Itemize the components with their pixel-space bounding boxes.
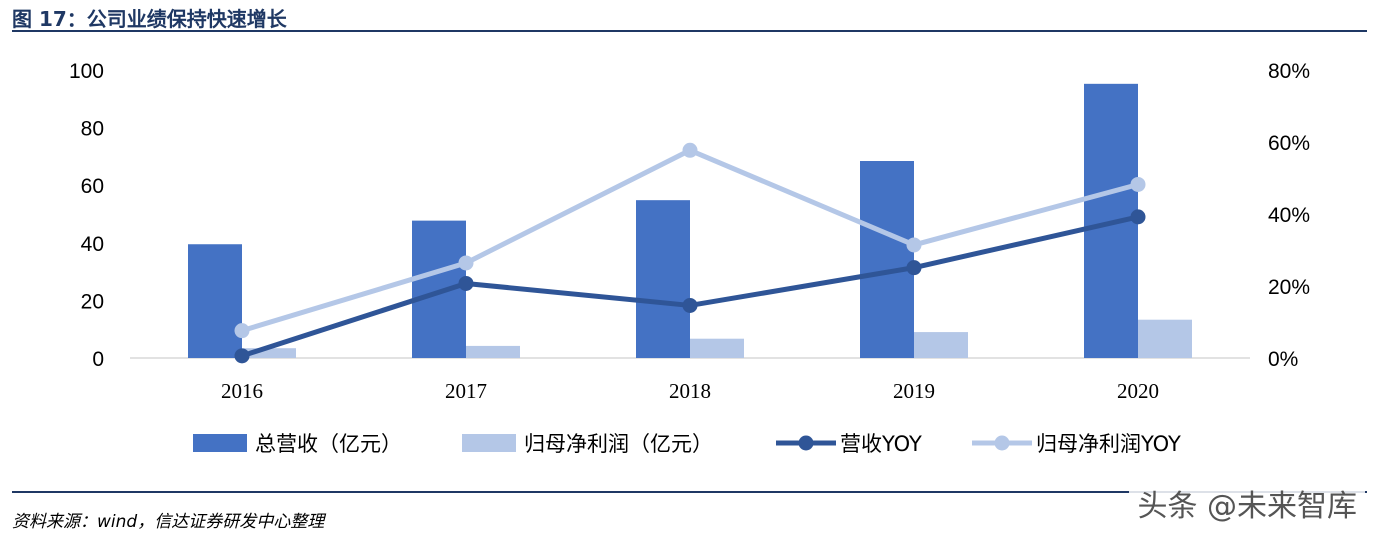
legend: 总营收（亿元） 归母净利润（亿元） 营收YOY 归母净利润YOY: [193, 432, 1181, 456]
line-revenue-yoy-point: [682, 297, 698, 313]
bar-net-profit: [242, 348, 296, 358]
x-category-label: 2019: [893, 379, 935, 403]
bar-revenue: [188, 244, 242, 358]
bar-net-profit: [466, 345, 520, 358]
lines-layer: [234, 142, 1146, 364]
bar-net-profit: [914, 332, 968, 358]
legend-revenue-yoy-label: 营收YOY: [840, 432, 922, 456]
source-note: 资料来源：wind，信达证券研发中心整理: [12, 512, 325, 532]
legend-net-profit: 归母净利润（亿元）: [462, 432, 713, 456]
legend-revenue-swatch: [193, 434, 247, 452]
line-revenue-yoy-point: [458, 275, 474, 291]
top-divider: [12, 30, 1367, 32]
line-profit-yoy-point: [1130, 176, 1146, 192]
line-profit-yoy-point: [682, 142, 698, 158]
line-revenue-yoy-point: [234, 348, 250, 364]
combo-chart: 0 20 40 60 80 100 0% 20% 40% 60% 80% 2016 2017 2018…: [69, 60, 1310, 456]
figure-title: 图 17：公司业绩保持快速增长: [12, 7, 287, 31]
line-profit-yoy-point: [906, 237, 922, 253]
bars-layer: [188, 83, 1192, 358]
y-left-tick-label: 80: [81, 118, 104, 141]
legend-revenue-label: 总营收（亿元）: [255, 432, 402, 456]
y-axis-right-ticks: 0% 20% 40% 60% 80%: [1268, 60, 1310, 371]
legend-profit-yoy-marker: [994, 435, 1010, 451]
y-right-tick-label: 60%: [1268, 132, 1310, 155]
x-category-label: 2016: [221, 379, 263, 403]
legend-revenue-yoy: 营收YOY: [776, 432, 922, 456]
line-profit-yoy-point: [234, 323, 250, 339]
y-right-tick-label: 20%: [1268, 276, 1310, 299]
legend-net-profit-label: 归母净利润（亿元）: [524, 432, 713, 456]
y-left-tick-label: 40: [81, 233, 104, 256]
y-left-tick-label: 20: [81, 290, 104, 313]
legend-revenue: 总营收（亿元）: [193, 432, 402, 456]
bar-revenue: [636, 200, 690, 358]
watermark: 头条 @未来智库: [1129, 481, 1365, 525]
y-left-tick-label: 100: [69, 60, 104, 83]
x-category-label: 2018: [669, 379, 711, 403]
y-left-tick-label: 0: [92, 348, 104, 371]
bar-revenue: [412, 220, 466, 358]
legend-profit-yoy: 归母净利润YOY: [972, 432, 1181, 456]
y-left-tick-label: 60: [81, 175, 104, 198]
y-right-tick-label: 80%: [1268, 60, 1310, 83]
x-category-label: 2017: [445, 379, 487, 403]
bar-net-profit: [690, 338, 744, 358]
line-profit-yoy-point: [458, 255, 474, 271]
legend-profit-yoy-label: 归母净利润YOY: [1036, 432, 1181, 456]
y-right-tick-label: 40%: [1268, 204, 1310, 227]
legend-revenue-yoy-marker: [798, 435, 814, 451]
x-category-label: 2020: [1117, 379, 1159, 403]
bar-net-profit: [1138, 319, 1192, 358]
x-axis-categories: 2016 2017 2018 2019 2020: [221, 379, 1159, 403]
y-axis-left-ticks: 0 20 40 60 80 100: [69, 60, 104, 371]
line-revenue-yoy-point: [1130, 209, 1146, 225]
y-right-tick-label: 0%: [1268, 348, 1298, 371]
legend-net-profit-swatch: [462, 434, 516, 452]
bottom-divider: [12, 491, 1367, 493]
bar-revenue: [860, 161, 914, 358]
line-revenue-yoy-point: [906, 260, 922, 276]
